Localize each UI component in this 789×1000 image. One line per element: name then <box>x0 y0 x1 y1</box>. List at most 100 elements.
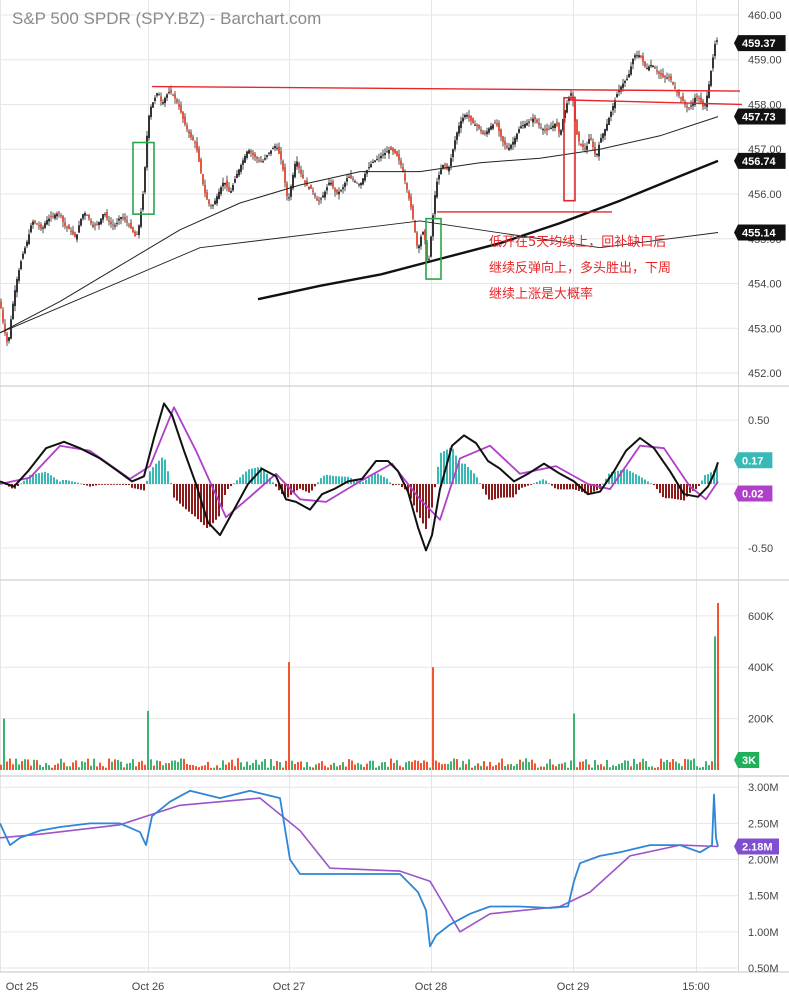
volume-bar <box>624 760 626 770</box>
candle-body <box>152 102 154 108</box>
candle-body <box>302 174 304 179</box>
candle-body <box>680 97 682 99</box>
candle-body <box>634 55 636 58</box>
last-price-tag-text: 459.37 <box>742 38 776 50</box>
candle-body <box>8 337 10 341</box>
candle-body <box>6 333 8 342</box>
candle-body <box>262 161 264 163</box>
obv-tick-label: 1.50M <box>748 891 779 903</box>
volume-value-tag: 3K <box>734 752 760 768</box>
macd-histogram-bar <box>284 484 286 498</box>
volume-bar <box>273 766 275 770</box>
volume-bar <box>456 759 458 770</box>
volume-bar <box>315 764 317 770</box>
volume-bar <box>546 763 548 770</box>
macd-histogram-bar <box>515 484 517 495</box>
candle-body <box>418 245 420 249</box>
volume-bar <box>711 761 713 770</box>
volume-bar <box>387 766 389 770</box>
candle-body <box>372 161 374 163</box>
volume-bar <box>231 759 233 770</box>
candle-body <box>504 140 506 145</box>
candle-body <box>52 215 54 217</box>
volume-bar <box>558 763 560 770</box>
candle-body <box>496 123 498 126</box>
volume-bar <box>318 763 320 770</box>
volume-bar <box>228 762 230 770</box>
candle-body <box>184 116 186 125</box>
candle-body <box>156 93 158 96</box>
candle-body <box>636 55 638 57</box>
macd-histogram-bar <box>359 481 361 484</box>
candle-body <box>632 58 634 65</box>
candle-body <box>144 167 146 193</box>
volume-bar <box>534 763 536 770</box>
candle-body <box>434 195 436 214</box>
volume-bar <box>144 764 146 770</box>
volume-bar <box>594 760 596 770</box>
candle-body <box>428 258 430 260</box>
ma-thin-tag-bg <box>734 108 786 125</box>
volume-bar <box>111 761 113 770</box>
macd-histogram-bar <box>113 484 115 485</box>
candle-body <box>490 126 492 130</box>
macd-histogram-bar <box>230 484 232 487</box>
candle-body <box>380 155 382 159</box>
volume-bar <box>246 761 248 770</box>
candle-body <box>118 218 120 221</box>
candle-body <box>198 148 200 162</box>
ma-thick-tag-bg <box>734 152 786 169</box>
candle-body <box>524 124 526 128</box>
candle-body <box>168 92 170 94</box>
volume-bar <box>567 767 569 770</box>
volume-bar <box>39 764 41 770</box>
macd-histogram-bar <box>131 484 133 488</box>
candle-body <box>622 83 624 88</box>
volume-bar <box>591 767 593 770</box>
macd-histogram-bar <box>386 478 388 484</box>
candle-body <box>480 129 482 132</box>
candle-body <box>340 190 342 192</box>
macd-histogram-bar <box>716 466 718 484</box>
candle-body <box>716 40 718 42</box>
candle-body <box>288 197 290 199</box>
candle-body <box>668 76 670 78</box>
macd-histogram-bar <box>500 484 502 498</box>
volume-bar <box>543 766 545 770</box>
volume-bar <box>15 758 17 770</box>
volume-bar <box>393 762 395 770</box>
candle-body <box>690 105 692 107</box>
macd-histogram-bar <box>173 484 175 498</box>
ma-thin-tag-text: 457.73 <box>742 112 776 124</box>
volume-bar <box>63 762 65 770</box>
volume-bar <box>126 763 128 770</box>
volume-bar <box>504 765 506 770</box>
candle-body <box>388 149 390 154</box>
macd-histogram-bar <box>125 484 127 485</box>
candle-body <box>576 119 578 135</box>
candle-body <box>514 138 516 145</box>
volume-bar <box>306 762 308 770</box>
macd-histogram-bar <box>134 484 136 489</box>
macd-histogram-bar <box>137 484 139 490</box>
volume-bar <box>453 758 455 770</box>
candle-body <box>222 182 224 187</box>
candle-body <box>520 126 522 129</box>
ma-thick-tag-text: 456.74 <box>742 156 777 168</box>
macd-histogram-bar <box>467 466 469 484</box>
macd-histogram-bar <box>566 484 568 490</box>
macd-histogram-bar <box>614 471 616 484</box>
macd-histogram-bar <box>29 475 31 484</box>
macd-histogram-bar <box>341 476 343 484</box>
candle-body <box>312 190 314 192</box>
volume-bar <box>210 767 212 770</box>
macd-histogram-bar <box>422 484 424 524</box>
volume-bar <box>570 760 572 770</box>
red-highlight-box <box>563 96 576 202</box>
candle-body <box>100 218 102 225</box>
macd-histogram-bar <box>110 484 112 485</box>
macd-histogram-bar <box>152 467 154 484</box>
candle-body <box>652 65 654 68</box>
macd-histogram-bar <box>434 484 436 488</box>
candle-body <box>164 97 166 104</box>
